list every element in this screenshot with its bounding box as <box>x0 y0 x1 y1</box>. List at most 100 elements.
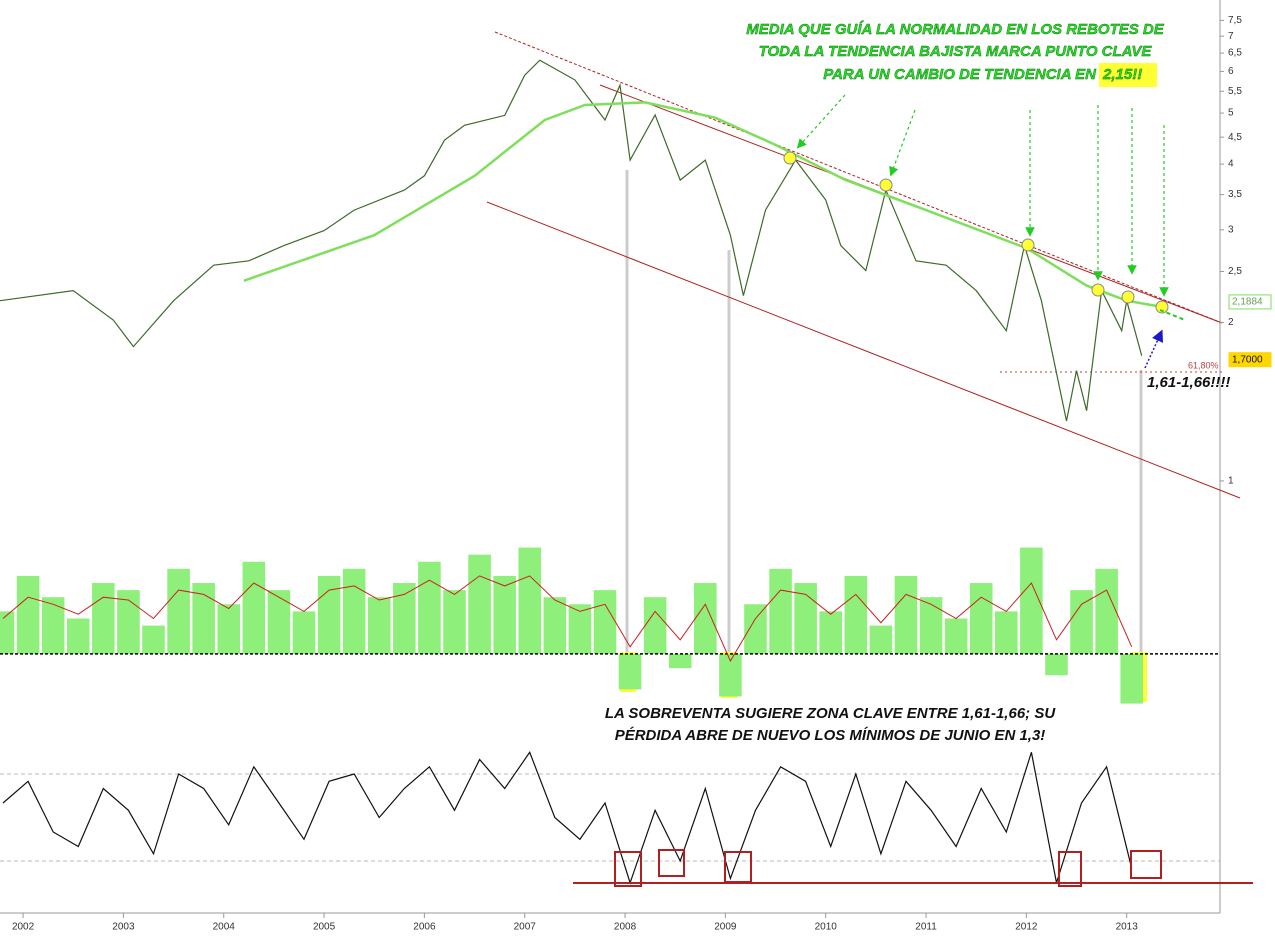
y-tick-label: 2,5 <box>1228 266 1242 277</box>
bar <box>292 611 316 654</box>
y-tick-label: 1 <box>1228 476 1234 487</box>
bar <box>844 575 868 654</box>
annotation: MEDIA QUE GUÍA LA NORMALIDAD EN LOS REBO… <box>746 21 1165 38</box>
touch-point <box>879 178 893 192</box>
box <box>1130 850 1162 879</box>
touch-point <box>1121 290 1135 304</box>
bar <box>92 583 115 654</box>
bar <box>518 547 542 654</box>
series-line <box>0 59 1143 422</box>
series-line <box>2 575 1133 663</box>
touch-point <box>783 151 797 165</box>
x-tick-label: 2006 <box>413 922 436 933</box>
bar <box>869 625 893 654</box>
bar <box>568 604 592 654</box>
fib-label: 61,80% <box>1188 360 1219 370</box>
y-tick-label: 6 <box>1228 66 1234 77</box>
bar <box>1020 547 1043 654</box>
bar <box>393 583 416 654</box>
x-tick-label: 2012 <box>1015 922 1038 933</box>
bar <box>919 597 943 654</box>
y-tick-label: 4 <box>1228 159 1234 170</box>
background-layer <box>0 0 1241 914</box>
highlight <box>1099 63 1157 87</box>
x-tick-label: 2013 <box>1116 922 1139 933</box>
bar <box>142 625 165 654</box>
annotation: 1,61-1,66!!!! <box>1147 374 1230 391</box>
bar <box>969 583 993 654</box>
bar <box>418 561 441 654</box>
bar <box>317 575 341 654</box>
box <box>614 851 642 887</box>
arrow <box>1144 329 1163 369</box>
bar <box>794 583 817 654</box>
bar <box>342 568 366 654</box>
annotation: LA SOBREVENTA SUGIERE ZONA CLAVE ENTRE 1… <box>605 705 1057 722</box>
price-marker-label: 2,1884 <box>1232 297 1263 308</box>
bar <box>0 611 15 654</box>
y-tick-label: 7 <box>1228 31 1234 42</box>
bar <box>443 590 466 654</box>
bar <box>1045 653 1068 676</box>
arrow <box>889 109 916 177</box>
price-marker-label: 1,7000 <box>1232 354 1263 365</box>
y-tick-label: 6,5 <box>1228 48 1242 59</box>
bar <box>543 597 567 654</box>
bar <box>694 583 717 654</box>
bar <box>117 590 140 654</box>
y-tick-label: 5 <box>1228 108 1234 119</box>
touch-point <box>1021 238 1035 252</box>
touch-point <box>1155 300 1169 314</box>
bar <box>217 604 241 654</box>
y-tick-label: 3 <box>1228 224 1234 235</box>
bar <box>819 611 843 654</box>
annotation: PÉRDIDA ABRE DE NUEVO LOS MÍNIMOS DE JUN… <box>615 727 1046 744</box>
x-tick-label: 2005 <box>313 922 336 933</box>
x-tick-label: 2010 <box>815 922 838 933</box>
series-line <box>2 751 1133 885</box>
touch-point <box>1091 283 1105 297</box>
bar <box>167 568 190 654</box>
bar <box>16 575 40 654</box>
bar <box>367 597 391 654</box>
bar <box>944 618 968 654</box>
bar <box>719 653 742 697</box>
annotation: TODA LA TENDENCIA BAJISTA MARCA PUNTO CL… <box>759 43 1153 60</box>
bar <box>593 590 617 654</box>
price-marker <box>1228 294 1272 310</box>
bar <box>618 653 642 690</box>
bar <box>643 597 667 654</box>
bar <box>242 561 266 654</box>
data-layer: 7,5 7 6,5 6 5,5 5 4,5 4 3,5 3 2,5 2 1 2,1884 1,7000 200… <box>0 15 1272 933</box>
bar <box>995 611 1018 654</box>
y-tick-label: 3,5 <box>1228 189 1242 200</box>
x-tick-label: 2007 <box>514 922 537 933</box>
box <box>658 849 685 877</box>
bar <box>1095 568 1118 654</box>
annotation: 2,15!! <box>1102 66 1142 83</box>
bar <box>468 554 491 654</box>
x-tick-label: 2003 <box>112 922 135 933</box>
bar <box>744 604 767 654</box>
bar <box>769 568 792 654</box>
x-tick-label: 2009 <box>714 922 737 933</box>
bar <box>192 583 215 654</box>
y-tick-label: 2 <box>1228 317 1234 328</box>
annotation: PARA UN CAMBIO DE TENDENCIA EN <box>823 66 1097 83</box>
bar <box>668 653 692 669</box>
channel-line <box>486 201 1241 499</box>
bar <box>41 597 65 654</box>
annotation-layer: MEDIA QUE GUÍA LA NORMALIDAD EN LOS REBO… <box>573 21 1253 887</box>
arrow <box>796 94 846 149</box>
bar <box>894 575 918 654</box>
y-tick-label: 5,5 <box>1228 86 1242 97</box>
y-tick-label: 4,5 <box>1228 132 1242 143</box>
x-tick-label: 2004 <box>213 922 236 933</box>
bar <box>267 590 291 654</box>
x-tick-label: 2011 <box>915 922 937 933</box>
ma-projection <box>1159 309 1186 321</box>
series-line <box>243 101 1158 308</box>
bar <box>66 618 90 654</box>
